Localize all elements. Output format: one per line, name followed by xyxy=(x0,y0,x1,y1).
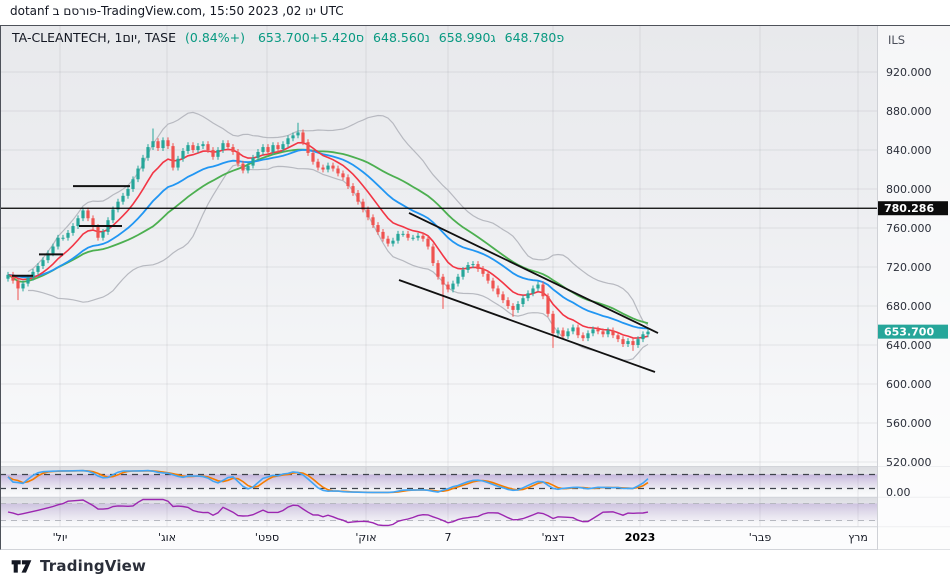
momentum-band xyxy=(0,503,877,521)
price-tick-label: 680.000 xyxy=(886,300,932,313)
last-price-badge xyxy=(878,324,948,339)
bb-upper-band xyxy=(27,111,649,327)
ema-9-line xyxy=(7,141,649,339)
price-tick-label: 880.000 xyxy=(886,105,932,118)
time-axis[interactable]: יול' אוג' ספט' אוק' 7 דצמ' 2023 פבר' מרץ xyxy=(0,531,950,549)
time-tick-label[interactable]: דצמ' xyxy=(541,531,565,544)
ema-21-line xyxy=(7,148,649,330)
time-tick-label[interactable]: יול' xyxy=(52,531,68,544)
symbol-title[interactable]: TA-CLEANTECH, 1יום, TASE xyxy=(12,30,177,45)
ohlc-values: פ648.780 ג658.990 נ648.560 ס653.700 xyxy=(249,30,564,45)
symbol-legend[interactable]: TA-CLEANTECH, 1יום, TASE פ648.780 ג658.990… xyxy=(12,30,564,45)
price-scale[interactable] xyxy=(877,26,950,550)
time-tick-label[interactable]: אוג' xyxy=(158,531,176,544)
bb-lower-band xyxy=(28,163,649,361)
chart-background xyxy=(0,25,950,550)
svg-text:780.286: 780.286 xyxy=(884,202,934,215)
channel-trendline xyxy=(398,279,656,373)
price-tick-label: 600.000 xyxy=(886,378,932,391)
ohlc-field: ס653.700 xyxy=(257,30,365,45)
time-axis-strip xyxy=(0,527,950,550)
price-tick-label: 840.000 xyxy=(886,144,932,157)
time-tick-label[interactable]: פבר' xyxy=(748,531,772,544)
tradingview-attribution[interactable]: TradingView xyxy=(10,556,146,576)
time-tick-label[interactable]: מרץ xyxy=(848,531,868,544)
price-tick-label: 640.000 xyxy=(886,339,932,352)
price-tick-label: 920.000 xyxy=(886,66,932,79)
ohlc-field: נ648.560 xyxy=(373,30,430,45)
change-value: +5.420 (+0.84%) xyxy=(185,30,356,45)
tradingview-wordmark: TradingView xyxy=(40,557,147,575)
price-line-badge xyxy=(878,201,948,216)
stoch-d-line xyxy=(7,469,649,494)
price-tick-label: 760.000 xyxy=(886,222,932,235)
price-tick-label: 720.000 xyxy=(886,261,932,274)
tradingview-logo xyxy=(11,560,32,573)
time-tick-label[interactable]: 7 xyxy=(444,531,452,544)
currency-label: ILS xyxy=(888,33,906,47)
price-tick-label: 560.000 xyxy=(886,417,932,430)
sma-30-line xyxy=(7,148,649,325)
channel-trendline xyxy=(408,212,659,334)
attribution-bar: dotanf פורסם ב-TradingView.com, 15:50 ינ… xyxy=(10,4,344,18)
time-tick-label[interactable]: ספט' xyxy=(254,531,280,544)
stoch-k-line xyxy=(7,469,649,494)
price-pane xyxy=(1,111,877,373)
ohlc-field: ג658.990 xyxy=(438,30,496,45)
momentum-line xyxy=(7,498,649,527)
price-tick-label: 800.000 xyxy=(886,183,932,196)
price-tick-label: 520.000 xyxy=(886,456,932,469)
stochastic-band xyxy=(0,474,877,489)
svg-text:653.700: 653.700 xyxy=(884,326,934,339)
time-tick-label[interactable]: 2023 xyxy=(624,531,656,544)
zero-tick-label: 0.00 xyxy=(886,486,911,499)
candles xyxy=(6,122,650,351)
time-tick-label[interactable]: אוק' xyxy=(355,531,377,544)
ohlc-field: פ648.780 xyxy=(504,30,565,45)
attribution-text: dotanf פורסם ב-TradingView.com, 15:50 ינ… xyxy=(10,4,344,18)
